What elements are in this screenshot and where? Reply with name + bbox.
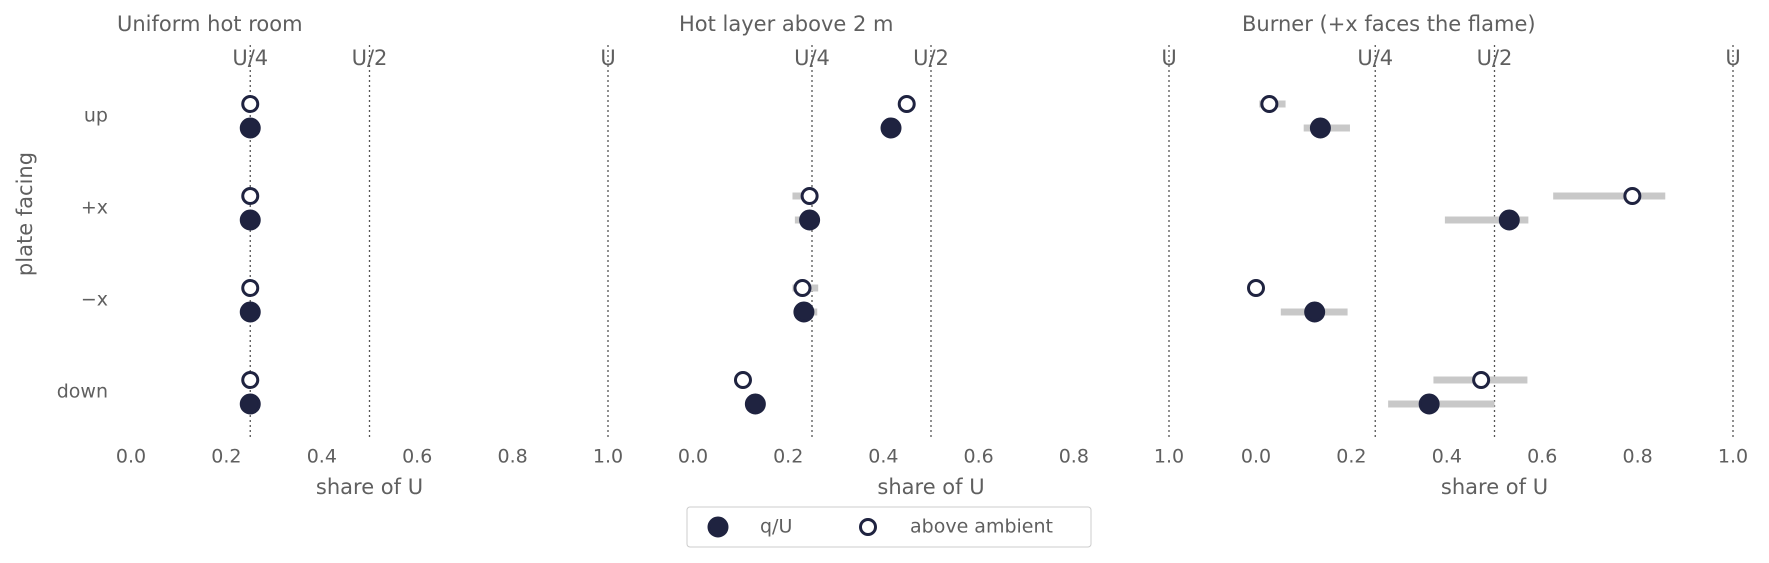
open-dot bbox=[241, 279, 260, 297]
filled-dot bbox=[1418, 393, 1440, 415]
filled-dot bbox=[799, 209, 821, 231]
reference-label: U/4 bbox=[232, 46, 268, 70]
open-dot bbox=[1472, 371, 1491, 389]
open-dot bbox=[1247, 279, 1265, 297]
x-tick-label: 0.6 bbox=[963, 446, 993, 468]
filled-dot bbox=[707, 516, 729, 538]
x-tick-label: 0.8 bbox=[1622, 446, 1652, 468]
x-tick-label: 0.0 bbox=[1241, 446, 1271, 468]
filled-dot bbox=[1304, 301, 1326, 323]
open-dot bbox=[733, 371, 752, 389]
x-tick-label: 0.6 bbox=[402, 446, 432, 468]
x-tick-label: 0.2 bbox=[211, 446, 241, 468]
reference-label: U bbox=[600, 46, 615, 70]
filled-dot bbox=[239, 117, 261, 139]
x-axis-label: share of U bbox=[877, 475, 984, 499]
filled-dot bbox=[793, 301, 815, 323]
x-tick-label: 0.2 bbox=[773, 446, 803, 468]
reference-label: U bbox=[1161, 46, 1176, 70]
x-tick-label: 0.0 bbox=[116, 446, 146, 468]
reference-label: U bbox=[1725, 46, 1740, 70]
x-tick-label: 0.0 bbox=[678, 446, 708, 468]
x-tick-label: 0.6 bbox=[1527, 446, 1557, 468]
reference-label: U/2 bbox=[1477, 46, 1513, 70]
x-tick-label: 0.4 bbox=[307, 446, 337, 468]
category-label: up bbox=[84, 105, 108, 127]
open-dot bbox=[241, 95, 260, 113]
open-dot bbox=[859, 518, 877, 536]
open-dot bbox=[897, 95, 916, 113]
open-dot bbox=[241, 371, 260, 389]
legend-label: q/U bbox=[760, 516, 792, 538]
x-axis-label: share of U bbox=[316, 475, 423, 499]
category-label: −x bbox=[81, 289, 108, 311]
reference-label: U/2 bbox=[913, 46, 949, 70]
y-axis-label: plate facing bbox=[13, 152, 37, 276]
x-tick-label: 0.4 bbox=[868, 446, 898, 468]
panel-title: Hot layer above 2 m bbox=[679, 12, 893, 36]
filled-dot bbox=[239, 209, 261, 231]
filled-dot bbox=[239, 301, 261, 323]
filled-dot bbox=[880, 117, 902, 139]
open-dot bbox=[1260, 95, 1279, 113]
panel-title: Uniform hot room bbox=[117, 12, 303, 36]
panel-title: Burner (+x faces the flame) bbox=[1242, 12, 1536, 36]
category-label: +x bbox=[81, 197, 108, 219]
legend-label: above ambient bbox=[910, 516, 1053, 538]
reference-label: U/2 bbox=[352, 46, 388, 70]
x-axis-label: share of U bbox=[1441, 475, 1548, 499]
x-tick-label: 0.2 bbox=[1336, 446, 1366, 468]
open-dot bbox=[793, 279, 812, 297]
reference-label: U/4 bbox=[1357, 46, 1393, 70]
category-label: down bbox=[57, 381, 108, 403]
open-dot bbox=[241, 187, 260, 205]
legend-box bbox=[686, 506, 1092, 548]
filled-dot bbox=[1309, 117, 1331, 139]
filled-dot bbox=[1498, 209, 1520, 231]
x-tick-label: 0.4 bbox=[1432, 446, 1462, 468]
x-tick-label: 1.0 bbox=[1154, 446, 1184, 468]
x-tick-label: 0.8 bbox=[1059, 446, 1089, 468]
x-tick-label: 1.0 bbox=[1718, 446, 1748, 468]
reference-label: U/4 bbox=[794, 46, 830, 70]
x-tick-label: 1.0 bbox=[593, 446, 623, 468]
open-dot bbox=[1623, 187, 1642, 205]
open-dot bbox=[800, 187, 819, 205]
x-tick-label: 0.8 bbox=[497, 446, 527, 468]
filled-dot bbox=[239, 393, 261, 415]
filled-dot bbox=[744, 393, 766, 415]
